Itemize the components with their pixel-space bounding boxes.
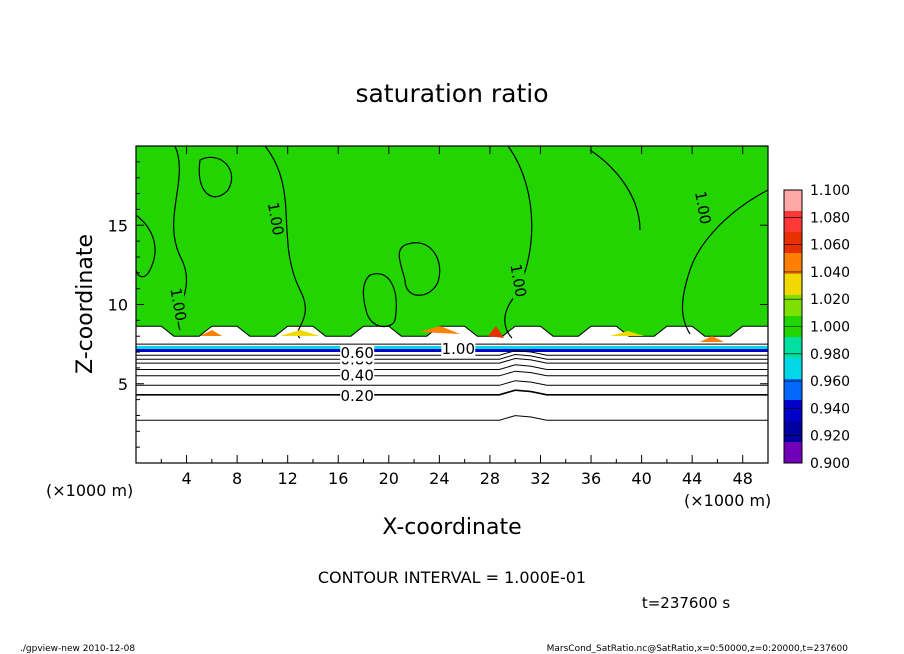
contour-label-7: 0.40 (340, 366, 373, 384)
x-tick-label-1: 8 (232, 469, 242, 488)
contour-closed-2 (362, 273, 397, 328)
x-tick-label-9: 40 (631, 469, 651, 488)
contour-labels: 1.001.001.001.001.000.800.600.400.20 (166, 189, 715, 405)
cloud-top-color-patches (200, 326, 724, 342)
contour-closed-3 (198, 156, 233, 198)
y-axis-label: Z-coordinate (73, 234, 98, 374)
yellow-patch-1 (280, 330, 320, 336)
colorbar-swatch-1 (784, 211, 802, 233)
colorbar-label-6: 0.980 (810, 347, 850, 363)
contour-closed-1 (398, 242, 441, 296)
x-tick-label-11: 48 (733, 469, 753, 488)
contour-closed-4 (135, 214, 156, 278)
colorbar-label-9: 0.920 (810, 429, 850, 445)
contour-line-3 (136, 364, 768, 370)
subsaturated-layer-fill (136, 344, 768, 463)
yellow-patch-2 (610, 331, 644, 336)
colorbar-label-4: 1.020 (810, 292, 850, 308)
contour-label-bg-8 (340, 388, 375, 405)
cloud-contours (135, 145, 769, 339)
red-patch-1 (488, 326, 504, 338)
colorbar-swatch-12 (784, 442, 802, 464)
x-axis-ticks: 4 8 12 16 20 24 28 32 36 40 44 48 (160, 146, 753, 488)
contour-label-3: 1.00 (691, 190, 715, 226)
colorbar-swatch-11 (784, 421, 802, 443)
colorbar-swatch-3 (784, 253, 802, 275)
contour-label-6: 0.60 (340, 344, 373, 362)
colorbar-label-3: 1.040 (810, 265, 850, 281)
colorbar-swatch-2 (784, 232, 802, 254)
x-tick-label-0: 4 (181, 469, 191, 488)
contour-label-bg-0 (264, 200, 286, 238)
colorbar-label-10: 0.900 (810, 456, 850, 472)
colorbar-swatch-10 (784, 400, 802, 422)
contour-line-4 (136, 370, 768, 377)
x-tick-label-3: 16 (328, 469, 348, 488)
x-tick-label-10: 44 (682, 469, 702, 488)
plot-area: 1.001.001.001.001.000.800.600.400.20 (135, 145, 769, 464)
contour-closed-5 (589, 149, 641, 231)
x-tick-label-7: 32 (530, 469, 550, 488)
contour-label-2: 1.00 (506, 263, 530, 299)
colorbar-swatch-4 (784, 274, 802, 296)
contour-label-bg-1 (166, 286, 189, 323)
contour-label-bg-2 (506, 262, 529, 299)
y-tick-label-0: 5 (118, 375, 128, 394)
colorbar-label-0: 1.100 (810, 183, 850, 199)
chart-title: saturation ratio (355, 79, 548, 108)
contour-1-00-mid (264, 145, 306, 339)
contour-1-00-right (681, 189, 769, 335)
colorbar-label-2: 1.060 (810, 238, 850, 254)
contour-label-bg-7 (340, 367, 375, 384)
x-tick-label-2: 12 (278, 469, 298, 488)
orange-patch-3 (700, 336, 724, 342)
footer-left: ./gpview-new 2010-12-08 (20, 644, 135, 654)
colorbar-swatch-7 (784, 337, 802, 359)
contour-label-1: 1.00 (166, 286, 190, 322)
colorbar-swatch-0 (784, 190, 802, 212)
contour-line-1 (136, 353, 768, 360)
contour-line-5 (136, 380, 768, 386)
x-tick-label-6: 28 (480, 469, 500, 488)
contour-label-0: 1.00 (264, 201, 288, 237)
colorbar-label-5: 1.000 (810, 320, 850, 336)
contour-lines (136, 350, 768, 421)
contour-label-bg-3 (691, 189, 714, 226)
colorbar-swatch-9 (784, 379, 802, 401)
colorbar-label-7: 0.960 (810, 374, 850, 390)
y-axis-unit-note: (×1000 m) (684, 491, 771, 510)
contour-line-2 (136, 357, 768, 364)
colorbar-swatch-5 (784, 295, 802, 317)
saturated-layer-fill (136, 146, 768, 337)
colorbar-swatch-8 (784, 358, 802, 380)
x-axis-label: X-coordinate (382, 515, 521, 540)
contour-label-4: 1.00 (442, 340, 475, 358)
contour-line-7 (136, 415, 768, 421)
x-axis-unit-note: (×1000 m) (46, 481, 133, 500)
contour-label-bg-6 (340, 345, 375, 362)
x-tick-label-8: 36 (581, 469, 601, 488)
colorbar-label-8: 0.940 (810, 401, 850, 417)
x-tick-label-5: 24 (429, 469, 449, 488)
cloud-base-band (135, 325, 769, 345)
orange-patch-1 (200, 330, 222, 336)
contour-line-6 (136, 389, 768, 396)
colorbar-label-1: 1.080 (810, 210, 850, 226)
y-tick-label-2: 15 (108, 216, 128, 235)
y-axis-ticks: 5 10 15 (108, 161, 768, 448)
time-text: t=237600 s (642, 594, 730, 612)
y-tick-label-1: 10 (108, 296, 128, 315)
x-tick-label-4: 20 (379, 469, 399, 488)
footer-right: MarsCond_SatRatio.nc@SatRatio,x=0:50000,… (547, 644, 849, 654)
contour-interval-text: CONTOUR INTERVAL = 1.000E-01 (318, 568, 586, 587)
contour-label-bg-4 (441, 341, 476, 358)
colorbar: 1.100 1.080 1.060 1.040 1.020 1.000 0.980 0.960… (783, 183, 850, 472)
orange-patch-2 (420, 326, 460, 334)
contour-label-8: 0.20 (340, 387, 373, 405)
